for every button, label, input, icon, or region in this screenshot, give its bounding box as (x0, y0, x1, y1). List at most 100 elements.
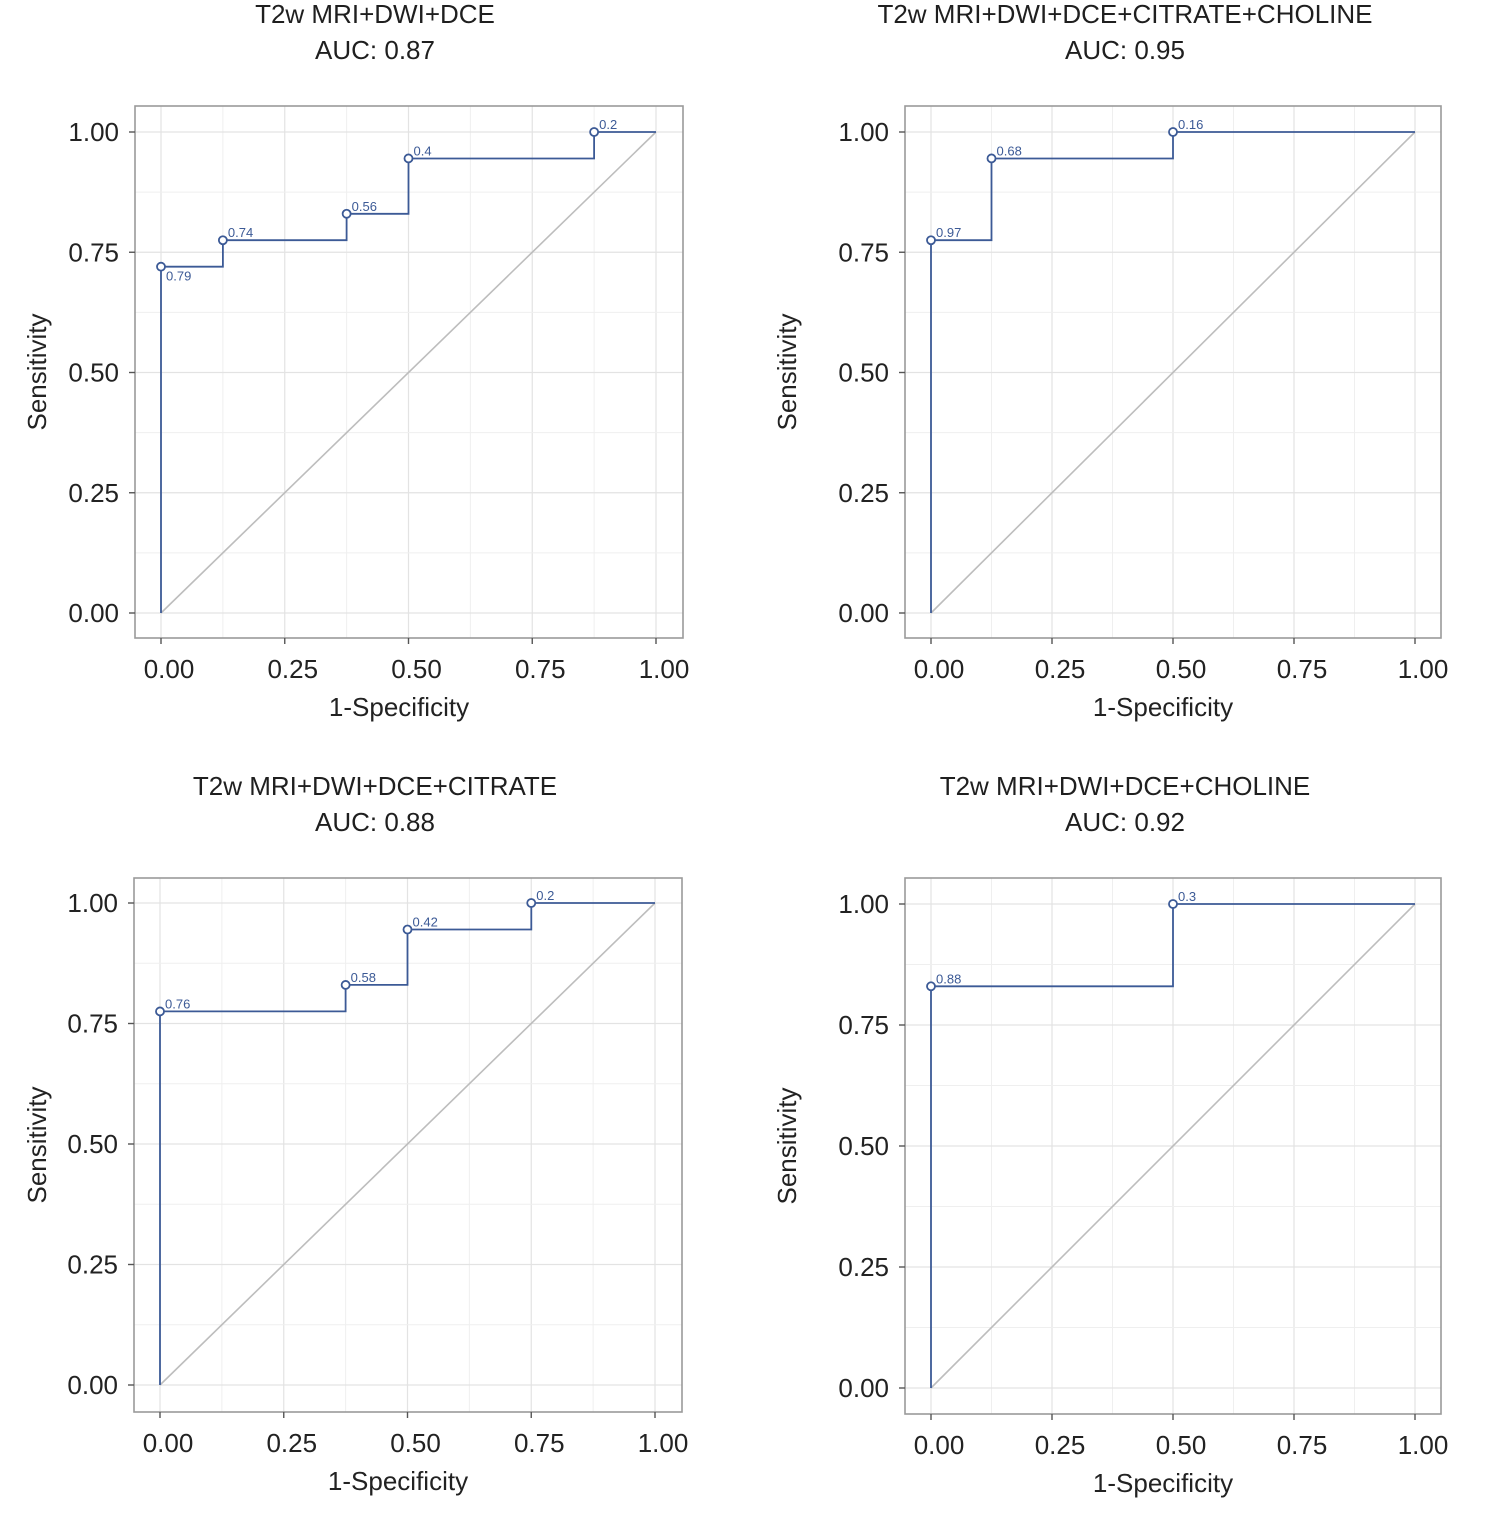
threshold-label: 0.74 (228, 225, 253, 240)
x-tick-label: 0.00 (144, 654, 195, 684)
roc-chart: 0.00 0.25 0.50 0.75 1.00 0.00 0.25 0.50 0.75 1.00… (22, 105, 690, 722)
chart-title-block: T2w MRI+DWI+DCE+CHOLINE AUC: 0.92 (750, 768, 1500, 840)
chart-panel-3: T2w MRI+DWI+DCE+CITRATE AUC: 0.88 0.00 0.… (0, 771, 750, 1530)
threshold-label: 0.79 (166, 269, 191, 284)
threshold-label: 0.4 (414, 143, 432, 158)
threshold-point (340, 980, 351, 990)
chart-title: T2w MRI+DWI+DCE+CITRATE+CHOLINE (877, 0, 1373, 29)
x-tick-label: 0.25 (267, 654, 318, 684)
threshold-point (1168, 899, 1178, 909)
threshold-point (402, 924, 413, 935)
x-tick-label: 0.00 (914, 1430, 965, 1460)
reference-diagonal-line (930, 903, 1416, 1389)
y-tick-label: 0.75 (67, 1009, 118, 1039)
y-tick-label: 0.25 (67, 1250, 118, 1280)
chart-title: T2w MRI+DWI+DCE (255, 0, 495, 29)
roc-chart: 0.00 0.25 0.50 0.75 1.00 0.00 0.25 0.50 0.75 1.00… (772, 105, 1449, 722)
threshold-point (589, 127, 600, 137)
threshold-point (986, 153, 997, 164)
threshold-point (156, 261, 166, 272)
y-tick-label: 0.25 (68, 478, 119, 508)
x-axis-label: 1-Specificity (328, 1466, 468, 1496)
threshold-point (403, 153, 414, 164)
y-tick-label: 0.25 (838, 478, 889, 508)
y-axis-label: Sensitivity (772, 1087, 802, 1204)
chart-subtitle: AUC: 0.92 (1065, 807, 1185, 837)
x-tick-label: 0.25 (1035, 654, 1086, 684)
threshold-label: 0.56 (352, 199, 377, 214)
threshold-label: 0.88 (936, 971, 961, 986)
x-tick-label: 0.00 (914, 654, 965, 684)
threshold-point (526, 898, 537, 908)
x-tick-label: 0.25 (266, 1428, 317, 1458)
x-tick-label: 1.00 (639, 654, 690, 684)
chart-panel-1: T2w MRI+DWI+DCE AUC: 0.87 0.00 0.25 0.50 0.… (0, 0, 750, 758)
x-tick-label: 1.00 (638, 1428, 689, 1458)
chart-subtitle: AUC: 0.95 (1065, 35, 1185, 65)
y-tick-label: 0.75 (838, 1010, 889, 1040)
threshold-label: 0.68 (997, 143, 1022, 158)
threshold-label: 0.42 (413, 915, 438, 930)
threshold-label: 0.3 (1178, 889, 1196, 904)
y-tick-label: 0.00 (67, 1370, 118, 1400)
x-axis-label: 1-Specificity (1093, 1468, 1233, 1498)
threshold-point (155, 1006, 165, 1017)
y-tick-label: 0.75 (68, 237, 119, 267)
y-tick-label: 1.00 (838, 889, 889, 919)
x-tick-label: 0.75 (1277, 654, 1328, 684)
y-tick-label: 0.00 (838, 1373, 889, 1403)
roc-chart: 0.00 0.25 0.50 0.75 1.00 0.00 0.25 0.50 0.75 1.00… (772, 877, 1449, 1498)
threshold-point (926, 235, 936, 246)
y-tick-label: 0.50 (68, 358, 119, 388)
threshold-label: 0.97 (936, 225, 961, 240)
chart-title-block: T2w MRI+DWI+DCE AUC: 0.87 (0, 0, 750, 68)
x-axis-label: 1-Specificity (329, 692, 469, 722)
y-axis-label: Sensitivity (772, 313, 802, 430)
x-tick-label: 0.75 (514, 1428, 565, 1458)
x-tick-label: 0.50 (1156, 1430, 1207, 1460)
chart-subtitle: AUC: 0.87 (315, 35, 435, 65)
y-tick-label: 1.00 (838, 117, 889, 147)
threshold-point (1168, 127, 1178, 137)
reference-diagonal-line (159, 902, 656, 1386)
chart-title: T2w MRI+DWI+DCE+CITRATE (192, 771, 558, 801)
y-tick-label: 0.00 (838, 598, 889, 628)
y-axis-label: Sensitivity (22, 1086, 52, 1203)
x-tick-label: 0.00 (143, 1428, 194, 1458)
x-axis-label: 1-Specificity (1093, 692, 1233, 722)
chart-title-block: T2w MRI+DWI+DCE+CITRATE AUC: 0.88 (0, 768, 750, 840)
threshold-label: 0.2 (536, 888, 554, 903)
threshold-point (217, 235, 228, 246)
threshold-label: 0.16 (1178, 117, 1203, 132)
x-tick-label: 0.75 (515, 654, 566, 684)
y-axis-label: Sensitivity (22, 313, 52, 430)
chart-title-block: T2w MRI+DWI+DCE+CITRATE+CHOLINE AUC: 0.9… (750, 0, 1500, 68)
x-tick-label: 0.50 (390, 1428, 441, 1458)
x-tick-label: 0.25 (1035, 1430, 1086, 1460)
roc-curve-line (159, 902, 655, 1385)
threshold-label: 0.76 (165, 996, 190, 1011)
x-tick-label: 1.00 (1398, 654, 1449, 684)
threshold-point (926, 981, 936, 992)
chart-title: T2w MRI+DWI+DCE+CHOLINE (939, 771, 1311, 801)
y-tick-label: 0.50 (838, 1131, 889, 1161)
chart-panel-2: T2w MRI+DWI+DCE+CITRATE+CHOLINE AUC: 0.9… (750, 0, 1500, 758)
x-tick-label: 0.50 (1156, 654, 1207, 684)
reference-diagonal-line (160, 131, 657, 614)
y-tick-label: 0.00 (68, 598, 119, 628)
chart-subtitle: AUC: 0.88 (315, 807, 435, 837)
y-tick-label: 0.25 (838, 1252, 889, 1282)
threshold-label: 0.58 (351, 970, 376, 985)
threshold-label: 0.2 (599, 117, 617, 132)
y-tick-label: 0.50 (67, 1129, 118, 1159)
roc-chart: 0.00 0.25 0.50 0.75 1.00 0.00 0.25 0.50 0.75 1.00… (22, 877, 689, 1496)
roc-curve-line (930, 903, 1415, 1388)
reference-diagonal-line (930, 131, 1416, 614)
y-tick-label: 0.50 (838, 358, 889, 388)
threshold-point (341, 208, 352, 219)
x-tick-label: 0.75 (1277, 1430, 1328, 1460)
x-tick-label: 0.50 (391, 654, 442, 684)
y-tick-label: 0.75 (838, 237, 889, 267)
x-tick-label: 1.00 (1398, 1430, 1449, 1460)
y-tick-label: 1.00 (68, 117, 119, 147)
